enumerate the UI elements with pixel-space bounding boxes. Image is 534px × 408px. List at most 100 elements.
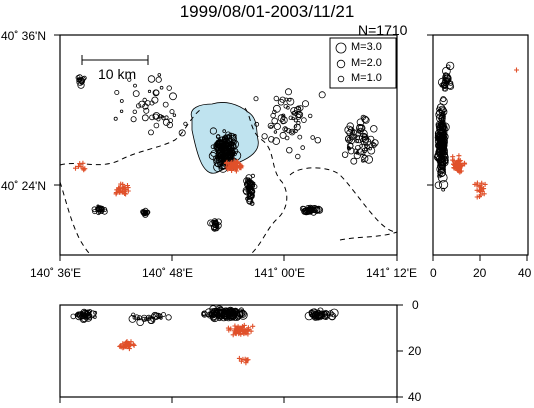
earthquake-circle: [447, 83, 455, 90]
earthquake-circle: [270, 112, 276, 119]
earthquake-circle: [281, 113, 286, 118]
earthquake-circle: [133, 83, 137, 88]
north-south-depth-panel: [59, 304, 403, 403]
low-frequency-event-cross: [81, 167, 87, 173]
earthquake-circle: [152, 113, 159, 120]
map-panel: [54, 34, 398, 261]
earthquake-circle: [437, 77, 447, 87]
map-frame: [59, 34, 398, 256]
earthquake-circle: [227, 308, 236, 317]
low-frequency-event-cross: [226, 165, 232, 171]
earthquake-circle: [246, 189, 252, 194]
earthquake-circle: [136, 318, 145, 327]
low-frequency-event-cross: [122, 185, 128, 191]
low-frequency-event-cross: [238, 358, 244, 364]
low-frequency-event-cross: [125, 183, 130, 188]
earthquake-circle: [434, 181, 443, 189]
earthquake-circle: [220, 153, 226, 158]
earthquake-circle: [238, 313, 244, 318]
earthquake-circle: [305, 209, 311, 215]
low-frequency-event-cross: [245, 331, 251, 337]
earthquake-circle: [91, 206, 98, 213]
earthquake-circle: [209, 127, 217, 135]
earthquake-circle: [299, 205, 306, 212]
low-frequency-event-cross: [453, 165, 459, 171]
earthquake-circle: [290, 107, 298, 115]
low-frequency-event-cross: [238, 164, 244, 170]
earthquake-circle: [244, 177, 251, 184]
earthquake-circle: [119, 109, 124, 113]
earthquake-circle: [346, 142, 354, 150]
legend-m1-symbol: [337, 75, 345, 83]
earthquake-circle: [279, 131, 287, 139]
earthquake-circle: [225, 134, 231, 140]
earthquake-circle: [227, 141, 237, 152]
earthquake-circle: [246, 186, 254, 193]
earthquake-circle: [149, 114, 155, 121]
earthquake-circle: [130, 116, 137, 123]
earthquake-circle: [215, 218, 222, 225]
lat-label-north: 40˚ 36'N: [1, 29, 46, 43]
earthquake-circle: [367, 146, 376, 155]
earthquake-circle: [368, 147, 372, 151]
earthquake-circle: [151, 96, 159, 104]
earthquake-circle: [254, 121, 260, 127]
earthquake-circle: [201, 310, 208, 318]
right-x-tick-20: 20: [473, 266, 487, 280]
earthquake-circle: [437, 170, 443, 177]
earthquake-circle: [268, 136, 275, 143]
low-frequency-event-cross: [120, 181, 126, 187]
earthquake-circle: [438, 105, 447, 114]
earthquake-circle: [169, 109, 175, 115]
low-frequency-event-cross: [250, 323, 256, 329]
earthquake-circle: [183, 121, 188, 126]
low-frequency-event-cross: [457, 158, 463, 164]
earthquake-circle: [357, 127, 364, 134]
earthquake-circle: [223, 134, 228, 140]
earthquake-circle: [286, 146, 293, 154]
earthquake-circle: [346, 129, 353, 137]
earthquake-circle: [250, 173, 255, 178]
earthquake-circle: [228, 135, 233, 140]
earthquake-circle: [172, 113, 177, 117]
lon-label-2: 140˚ 48'E: [142, 266, 193, 280]
low-frequency-event-cross: [243, 360, 249, 366]
legend-m3-symbol: [335, 42, 347, 54]
low-frequency-event-cross: [227, 161, 233, 167]
low-frequency-event-cross: [224, 164, 230, 170]
earthquake-circle: [153, 89, 160, 96]
earthquake-circle: [301, 100, 309, 108]
earthquake-circle: [159, 85, 164, 90]
earthquake-circle: [439, 132, 449, 142]
earthquake-circle: [439, 125, 443, 129]
earthquake-circle: [314, 136, 321, 144]
earthquake-circle: [215, 134, 221, 139]
earthquake-circle: [169, 92, 177, 101]
earthquake-circle: [341, 151, 349, 158]
earthquake-circle: [178, 129, 186, 137]
earthquake-circle: [435, 156, 442, 162]
legend-m1-label: M=1.0: [351, 72, 382, 84]
earthquake-circle: [443, 108, 447, 112]
earthquake-circle: [214, 222, 222, 230]
earthquake-circle: [128, 314, 137, 323]
earthquake-circle: [222, 311, 228, 318]
earthquake-circle: [152, 312, 160, 320]
earthquake-circle: [310, 135, 316, 140]
earthquake-circle: [208, 312, 213, 316]
earthquake-circle: [147, 89, 152, 94]
earthquake-circle: [136, 316, 141, 321]
low-frequency-event-cross: [80, 160, 86, 166]
earthquake-circle: [249, 189, 255, 195]
earthquake-circle: [157, 73, 162, 77]
earthquake-circle: [222, 148, 229, 155]
earthquake-circle: [246, 184, 253, 191]
low-frequency-event-cross: [113, 191, 119, 197]
low-frequency-event-cross: [117, 189, 122, 195]
low-frequency-event-cross: [459, 162, 465, 168]
earthquake-circle: [166, 85, 172, 91]
legend-m2-symbol: [336, 59, 346, 69]
earthquake-circle: [300, 145, 306, 150]
earthquake-circle: [356, 124, 365, 133]
